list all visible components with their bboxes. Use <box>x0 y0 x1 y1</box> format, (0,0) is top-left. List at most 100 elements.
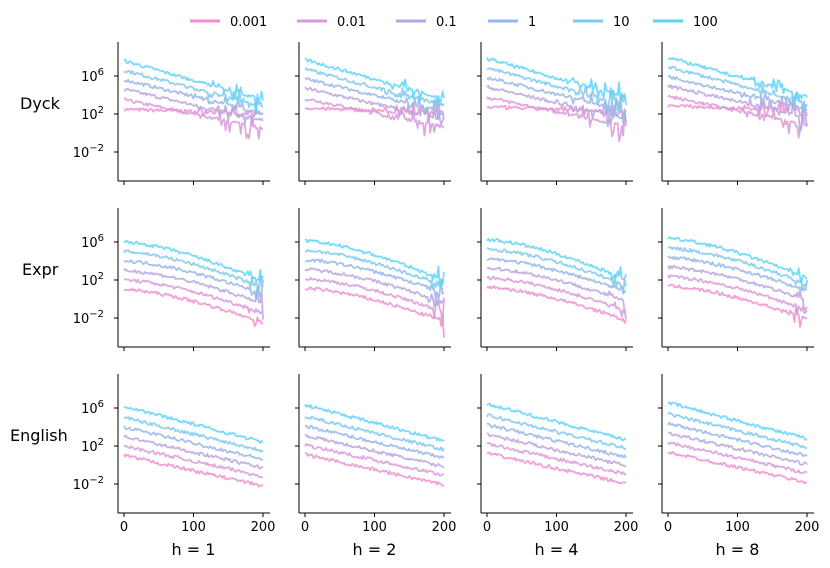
series-line-0.1 <box>123 267 264 320</box>
series-line-0.1 <box>486 266 627 320</box>
series-line-10 <box>667 65 808 116</box>
series-line-10 <box>124 416 264 453</box>
panel-english-col2: 0 100 200 h = 4 <box>477 374 638 559</box>
series-line-10 <box>304 248 445 290</box>
series-line-1 <box>304 258 445 301</box>
series-line-1 <box>304 77 445 121</box>
series-line-1 <box>667 74 808 111</box>
series-line-100 <box>304 238 445 288</box>
series-line-100 <box>123 58 264 113</box>
series-line-0.01 <box>123 444 264 479</box>
column-label: h = 4 <box>535 540 579 559</box>
series-line-100 <box>486 402 627 442</box>
x-tick-label: 100 <box>544 520 569 535</box>
legend-label: 10 <box>613 15 630 30</box>
series-line-10 <box>304 67 445 107</box>
panel-english-col3: 0 100 200 h = 8 <box>658 374 819 559</box>
y-tick-label: 10−2 <box>73 143 104 161</box>
series-line-100 <box>123 239 264 282</box>
legend-item-5: 100 <box>653 15 718 30</box>
series-line-0.001 <box>304 452 445 487</box>
x-tick-label: 0 <box>483 520 491 535</box>
x-tick-label: 200 <box>614 520 639 535</box>
panel-dyck-col3 <box>658 42 814 185</box>
legend-item-4: 10 <box>573 15 630 30</box>
series-line-0.001 <box>667 283 808 328</box>
series-line-0.1 <box>123 434 264 470</box>
legend-label: 1 <box>528 15 536 30</box>
series-line-0.01 <box>304 98 445 137</box>
series-line-0.01 <box>123 277 264 315</box>
y-tick-label: 102 <box>81 271 104 289</box>
panel-expr-col0: 106 102 10−2 <box>73 208 270 351</box>
series-line-0.1 <box>304 86 445 125</box>
series-line-100 <box>667 57 808 104</box>
x-tick-label: 0 <box>664 520 672 535</box>
series-line-100 <box>123 405 264 444</box>
series-line-0.1 <box>304 267 445 308</box>
series-line-0.01 <box>486 442 627 476</box>
x-tick-label: 200 <box>795 520 820 535</box>
x-tick-label: 100 <box>362 520 387 535</box>
series-line-0.1 <box>486 432 627 468</box>
column-label: h = 1 <box>172 540 216 559</box>
panel-expr-col2 <box>477 208 633 351</box>
series-line-0.01 <box>123 97 264 140</box>
series-line-10 <box>667 246 808 292</box>
series-line-0.1 <box>486 84 627 128</box>
series-line-100 <box>304 57 445 106</box>
series-line-10 <box>486 247 627 294</box>
panel-dyck-col2 <box>477 42 633 185</box>
x-tick-label: 0 <box>301 520 309 535</box>
y-tick-label: 102 <box>81 437 104 455</box>
series-line-0.001 <box>123 287 263 328</box>
legend-item-1: 0.01 <box>297 15 366 30</box>
x-tick-label: 100 <box>725 520 750 535</box>
row-label-expr: Expr <box>22 260 59 279</box>
series-line-100 <box>486 56 627 100</box>
panel-dyck-col0: 106 102 10−2 <box>73 42 270 185</box>
series-line-1 <box>304 424 445 460</box>
legend-item-3: 1 <box>488 15 536 30</box>
series-line-1 <box>486 76 627 125</box>
series-line-0.001 <box>668 451 808 485</box>
series-line-1 <box>486 257 627 295</box>
series-line-0.1 <box>667 431 808 466</box>
panel-dyck-col1 <box>295 42 451 185</box>
x-tick-label: 200 <box>432 520 457 535</box>
row-label-dyck: Dyck <box>20 94 61 113</box>
series-line-0.001 <box>304 286 445 338</box>
series-line-1 <box>123 78 264 116</box>
series-line-0.01 <box>667 94 808 139</box>
series-line-100 <box>486 237 627 281</box>
y-tick-label: 106 <box>81 399 104 417</box>
x-tick-label: 100 <box>181 520 206 535</box>
series-line-0.001 <box>486 451 627 485</box>
panels: Dyck 106 102 10−2 Expr 106 102 10−2 English 0 100 2… <box>10 42 819 559</box>
y-tick-label: 102 <box>81 105 104 123</box>
legend: 0.001 0.01 0.1 1 10 100 <box>190 15 718 30</box>
series-line-0.1 <box>304 433 445 469</box>
legend-label: 100 <box>693 15 718 30</box>
panel-english-col0: 0 100 200 106 102 10−2 h = 1 <box>73 374 275 559</box>
series-line-1 <box>123 425 264 461</box>
legend-label: 0.001 <box>230 15 267 30</box>
y-tick-label: 10−2 <box>73 475 104 493</box>
column-label: h = 8 <box>716 540 760 559</box>
series-line-10 <box>123 70 264 116</box>
series-line-0.01 <box>304 276 445 325</box>
series-line-10 <box>304 415 445 452</box>
legend-item-2: 0.1 <box>396 15 457 30</box>
series-line-0.01 <box>667 274 808 315</box>
y-tick-label: 106 <box>81 233 104 251</box>
panel-english-col1: 0 100 200 h = 2 <box>295 374 456 559</box>
series-line-10 <box>486 413 627 451</box>
series-line-10 <box>667 411 808 450</box>
series-line-100 <box>667 401 808 441</box>
series-line-0.1 <box>667 264 808 314</box>
series-line-0.01 <box>486 96 627 143</box>
panel-expr-col1 <box>295 208 451 351</box>
series-line-100 <box>304 403 445 442</box>
series-line-10 <box>123 249 264 293</box>
